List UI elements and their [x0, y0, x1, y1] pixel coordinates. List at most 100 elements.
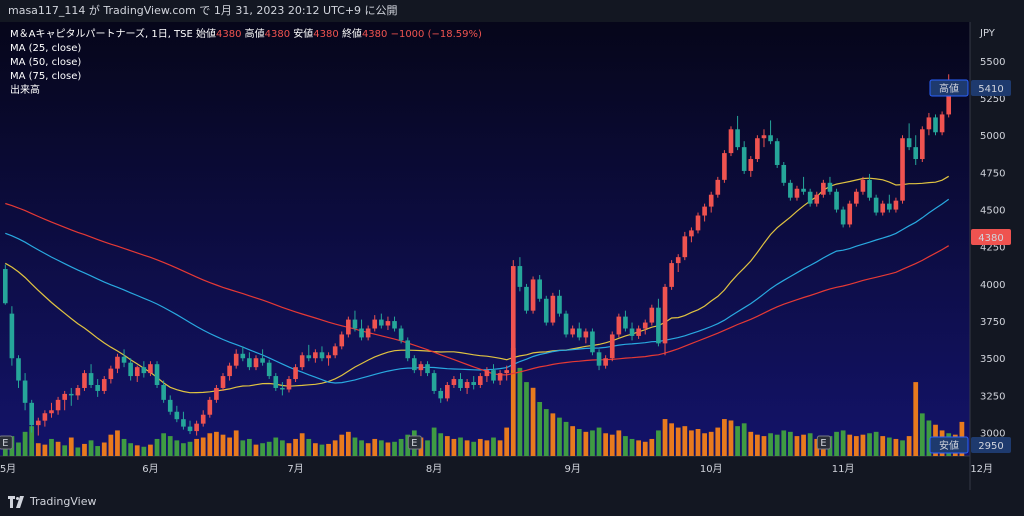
candle [873, 194, 879, 216]
volume-bar [926, 420, 932, 456]
volume-bar [253, 444, 259, 456]
candle-body [273, 376, 279, 388]
candle [82, 370, 87, 391]
legend-symbol[interactable]: M＆Aキャピタルパートナーズ, 1日, TSE [10, 29, 193, 40]
volume-bar [807, 433, 813, 456]
candle-layer [2, 74, 952, 436]
legend-ma25[interactable]: MA (25, close) [10, 43, 82, 54]
candle [748, 156, 754, 177]
candle-body [280, 387, 285, 390]
price-axis[interactable]: 5500 5250 5000 4750 4500 4250 4000 3750 3500 3250… [980, 57, 1005, 440]
price-axis-background [970, 22, 1024, 490]
candle-body [728, 129, 734, 154]
volume-bar [286, 443, 292, 456]
volume-bar [194, 438, 199, 456]
candle-body [926, 117, 932, 130]
volume-bar [385, 442, 391, 456]
candle-body [840, 209, 846, 225]
candle-body [854, 191, 859, 204]
candle-body [741, 147, 747, 171]
candle-body [438, 390, 444, 399]
volume-bar [398, 438, 404, 456]
price-tick-label: 3500 [980, 354, 1005, 365]
candle-body [233, 353, 239, 366]
volume-bar [886, 437, 892, 456]
candle [847, 200, 853, 228]
candle-body [161, 384, 166, 400]
price-tag: 4380 [971, 229, 1011, 245]
volume-bar [603, 433, 609, 456]
candle [939, 111, 945, 136]
candle [148, 361, 153, 377]
candle-body [616, 316, 622, 335]
candle [887, 194, 892, 213]
legend-ma75[interactable]: MA (75, close) [10, 71, 82, 82]
legend-ma50[interactable]: MA (50, close) [10, 57, 82, 68]
candle-body [464, 382, 470, 388]
candle [583, 328, 589, 344]
volume-bar [438, 433, 444, 456]
candle-body [200, 414, 206, 424]
candle-body [313, 352, 318, 359]
candle-body [530, 279, 536, 311]
candle [2, 264, 8, 305]
volume-bar [115, 430, 120, 456]
volume-bar [167, 436, 173, 456]
volume-bar [339, 434, 345, 456]
candle [768, 120, 773, 145]
volume-bar [352, 437, 358, 456]
volume-bar [669, 423, 674, 456]
candle [477, 373, 483, 388]
candle [656, 298, 661, 347]
volume-bar [2, 448, 8, 456]
candle [240, 346, 246, 362]
time-axis[interactable]: 5月6月7月8月9月10月11月12月20232月 [0, 463, 1024, 475]
candle [933, 114, 938, 136]
tradingview-logo[interactable]: TradingView [8, 494, 96, 510]
volume-layer [2, 348, 965, 456]
volume-bar [306, 438, 312, 456]
candle-body [207, 399, 213, 415]
candle [458, 373, 463, 391]
price-chart[interactable]: E E E 5500 5250 5000 4750 4500 4250 4000 3750 3500… [0, 22, 1024, 490]
volume-bar [88, 440, 94, 456]
price-tick-label: 5500 [980, 57, 1005, 68]
candle [141, 361, 147, 378]
volume-bar [735, 426, 740, 456]
candle [134, 365, 140, 383]
legend-volume[interactable]: 出来高 [10, 85, 40, 96]
price-tag-label-box [929, 79, 969, 97]
candle-body [425, 364, 430, 374]
candle [807, 188, 813, 207]
legend-open-value: 4380 [216, 29, 242, 40]
candle [398, 325, 404, 344]
candle [497, 370, 503, 385]
volume-bar [609, 434, 615, 456]
candle-body [49, 410, 54, 414]
candle-body [557, 295, 562, 314]
candle-body [247, 358, 252, 368]
candle-body [445, 384, 450, 399]
candle-body [735, 129, 740, 148]
volume-bar [853, 436, 859, 456]
legend-close-value: 4380 [361, 29, 388, 40]
volume-bar [774, 434, 780, 456]
price-tag-value: 5410 [978, 84, 1003, 95]
price-tick-label: 4250 [980, 243, 1005, 254]
candle [636, 325, 641, 339]
candle [365, 325, 371, 341]
volume-bar [266, 441, 272, 456]
candle-body [682, 236, 688, 258]
volume-bar [68, 437, 74, 456]
earnings-marker-label: E [820, 438, 826, 449]
candle-body [517, 266, 523, 287]
volume-bar [431, 427, 437, 456]
volume-bar [101, 442, 107, 456]
currency-label: JPY [979, 28, 996, 39]
volume-bar [273, 437, 279, 456]
candle [603, 355, 608, 369]
candle [596, 349, 602, 371]
candle-body [326, 355, 331, 359]
